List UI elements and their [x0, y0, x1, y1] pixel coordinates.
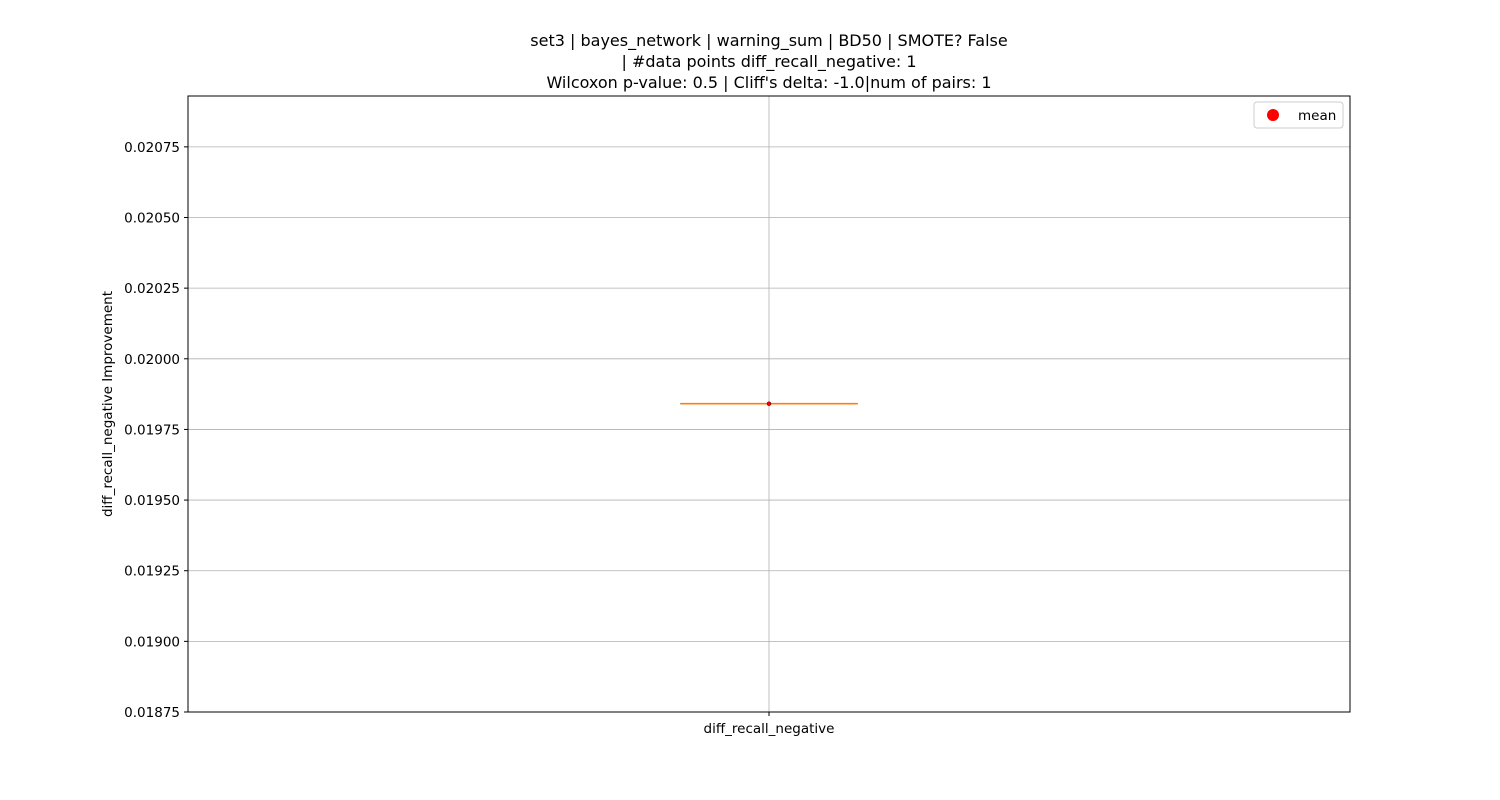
y-tick-label-2: 0.01925 [124, 564, 180, 580]
x-axis-ticks: diff_recall_negative [704, 712, 835, 737]
y-tick-label-3: 0.01950 [124, 493, 180, 509]
legend-mean-marker [1267, 109, 1279, 121]
y-tick-label-1: 0.01900 [124, 634, 180, 650]
mean-point-0 [766, 401, 772, 406]
legend-box [1253, 101, 1344, 129]
y-tick-label-4: 0.01975 [124, 422, 180, 438]
y-tick-label-5: 0.02000 [124, 352, 180, 368]
chart-title-line-1: set3 | bayes_network | warning_sum | BD5… [530, 31, 1007, 51]
plot-marks [680, 401, 858, 406]
y-tick-label-6: 0.02025 [124, 281, 180, 297]
chart-title-line-2: | #data points diff_recall_negative: 1 [621, 52, 916, 72]
legend-label-mean: mean [1298, 108, 1336, 124]
chart-title-line-3: Wilcoxon p-value: 0.5 | Cliff's delta: -… [546, 73, 991, 92]
y-tick-label-0: 0.01875 [124, 705, 180, 721]
grid-lines [188, 96, 1350, 713]
x-tick-label-0: diff_recall_negative [704, 721, 835, 737]
y-tick-label-8: 0.02075 [124, 140, 180, 156]
y-axis-ticks: 0.01875 0.01900 0.01925 0.01950 0.01975 0.020… [124, 140, 188, 721]
y-tick-label-7: 0.02050 [124, 211, 180, 227]
chart-title: set3 | bayes_network | warning_sum | BD5… [530, 31, 1007, 92]
y-axis-label: diff_recall_negative Improvement [100, 291, 116, 517]
legend: mean [1253, 101, 1344, 129]
